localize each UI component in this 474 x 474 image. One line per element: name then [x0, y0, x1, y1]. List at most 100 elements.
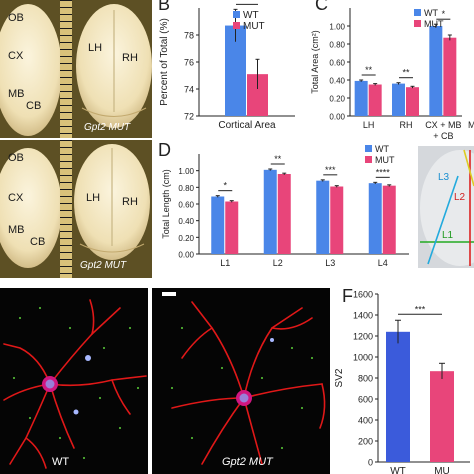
label-ob: OB: [8, 12, 24, 24]
label-rh: RH: [122, 196, 138, 208]
y-axis-label: Total Area (cm²): [310, 30, 320, 94]
y-axis-label: Percent of Total (%): [159, 18, 170, 106]
y-tick-label: 1600: [353, 290, 373, 300]
bar-wt: [368, 183, 382, 254]
label-mb: MB: [8, 88, 25, 100]
bar-mut: [406, 87, 419, 116]
caption-gpt2-mut-top: Gpt2 MUT: [84, 122, 131, 133]
y-tick-label: 400: [358, 416, 373, 426]
brain-illustration-top: [0, 4, 152, 136]
significance-label: **: [402, 68, 410, 78]
bar-mut: [443, 37, 457, 117]
length-measure-illustration: [420, 149, 474, 266]
inset-label-l2: L2: [454, 192, 466, 203]
y-axis-label: Total Length (cm): [161, 169, 171, 239]
x-tick-label: L3: [325, 258, 335, 268]
legend-swatch-wt: [233, 11, 240, 18]
significance-label: ***: [325, 165, 336, 175]
y-tick-label: 0.00: [178, 251, 194, 260]
significance-label: **: [274, 154, 282, 164]
neuron-illustration-wt: [3, 299, 147, 469]
chart-d: 0.00 0.20 0.40 0.60 0.80 1.00 Total Length (cm…: [161, 144, 409, 268]
significance-label: *: [442, 9, 446, 19]
y-tick-label: 0.80: [329, 41, 345, 50]
legend-label-wt: WT: [375, 144, 389, 154]
bar-wt: [354, 80, 368, 116]
y-tick-label: 1.00: [178, 167, 194, 176]
brain-photo-bottom: [0, 140, 152, 278]
scale-bar: [162, 292, 176, 296]
bar-wt: [211, 196, 225, 254]
significance-label: **: [243, 0, 251, 4]
y-tick-label: 1.00: [329, 23, 345, 32]
significance-label: *: [223, 181, 227, 191]
y-tick-label: 78: [184, 31, 194, 41]
y-tick-label: 0: [368, 458, 373, 468]
y-tick-label: 0.40: [329, 77, 345, 86]
bar-mut: [225, 201, 239, 254]
caption-wt: WT: [52, 456, 70, 468]
y-tick-label: 0.20: [178, 234, 194, 243]
bar-wt: [429, 26, 443, 116]
x-tick-label: WT: [390, 466, 406, 474]
brain-illustration-bottom: [0, 144, 150, 268]
label-lh: LH: [88, 42, 103, 54]
label-mb: MB: [8, 224, 25, 236]
caption-gpt2-mut-bottom: Gpt2 MUT: [80, 260, 127, 271]
legend-label-mut: MUT: [243, 21, 265, 32]
bar-mut: [277, 174, 291, 254]
cut-off-label: M: [468, 120, 474, 130]
caption-gpt2-mut-e: Gpt2 MUT: [222, 456, 273, 468]
x-tick-label: L1: [220, 258, 230, 268]
y-tick-label: 72: [184, 112, 194, 122]
y-tick-label: 76: [184, 58, 194, 68]
legend-label-mut: MUT: [424, 19, 444, 29]
x-tick-label: L2: [273, 258, 283, 268]
bar-mut: [330, 186, 344, 254]
y-tick-label: 0.60: [178, 201, 194, 210]
y-tick-label: 1000: [353, 353, 373, 363]
bar-wt: [316, 180, 330, 254]
label-ob: OB: [8, 152, 24, 164]
x-tick-label: + CB: [433, 131, 453, 140]
bar-wt: [386, 331, 410, 462]
legend-swatch-mut: [233, 22, 240, 29]
brain-inset-d: L3 L2 L1: [418, 146, 474, 268]
label-cx: CX: [8, 192, 24, 204]
significance-label: **: [365, 65, 373, 75]
label-cx: CX: [8, 50, 24, 62]
x-tick-label: L4: [378, 258, 388, 268]
neuron-image-wt: WT: [0, 288, 148, 474]
y-tick-label: 600: [358, 395, 373, 405]
significance-label: ****: [376, 167, 391, 177]
y-tick-label: 200: [358, 437, 373, 447]
label-lh: LH: [86, 192, 101, 204]
x-tick-label: LH: [363, 120, 375, 130]
neuron-illustration-mut: [162, 292, 326, 465]
inset-label-l3: L3: [438, 172, 450, 183]
legend-swatch-mut: [414, 20, 421, 27]
legend-label-wt: WT: [243, 10, 259, 21]
bar-mut: [247, 74, 268, 116]
x-tick-label: CX + MB: [425, 120, 461, 130]
label-cb: CB: [26, 100, 42, 112]
y-tick-label: 1200: [353, 332, 373, 342]
bar-mut: [368, 84, 382, 116]
y-tick-label: 0.00: [329, 113, 345, 122]
x-tick-label: RH: [400, 120, 413, 130]
bar-mut: [430, 371, 454, 462]
legend-swatch-mut: [365, 156, 372, 163]
bar-wt: [392, 83, 405, 116]
legend-swatch-wt: [365, 145, 372, 152]
ruler-bottom: [60, 140, 72, 278]
chart-b: 72 74 76 78 Percent of Total (%) Cortical Are…: [159, 0, 295, 131]
chart-f: 0 200 400 600 800 1000 1200 1400 1600 SV2 WT MU ***: [334, 290, 470, 474]
panel-letter-c: C: [315, 0, 328, 14]
bar-wt: [263, 169, 277, 254]
neuron-image-mut: Gpt2 MUT: [152, 288, 330, 474]
x-tick-label: MU: [434, 466, 450, 474]
significance-label: ***: [415, 304, 426, 314]
legend-label-wt: WT: [424, 8, 438, 18]
y-tick-label: 0.60: [329, 59, 345, 68]
y-tick-label: 0.80: [178, 184, 194, 193]
